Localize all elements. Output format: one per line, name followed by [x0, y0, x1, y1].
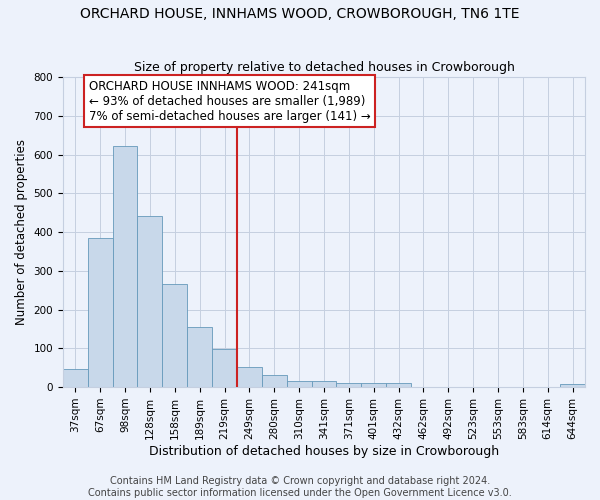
Bar [560, 384, 585, 387]
X-axis label: Distribution of detached houses by size in Crowborough: Distribution of detached houses by size … [149, 444, 499, 458]
Bar [88, 238, 113, 387]
Text: ORCHARD HOUSE, INNHAMS WOOD, CROWBOROUGH, TN6 1TE: ORCHARD HOUSE, INNHAMS WOOD, CROWBOROUGH… [80, 8, 520, 22]
Bar [212, 349, 237, 387]
Text: ORCHARD HOUSE INNHAMS WOOD: 241sqm
← 93% of detached houses are smaller (1,989)
: ORCHARD HOUSE INNHAMS WOOD: 241sqm ← 93%… [89, 80, 371, 123]
Bar [187, 327, 212, 387]
Bar [237, 367, 262, 387]
Bar [137, 216, 163, 387]
Bar [113, 146, 137, 387]
Title: Size of property relative to detached houses in Crowborough: Size of property relative to detached ho… [134, 62, 514, 74]
Bar [163, 284, 187, 387]
Bar [311, 381, 337, 387]
Bar [262, 376, 287, 387]
Text: Contains HM Land Registry data © Crown copyright and database right 2024.
Contai: Contains HM Land Registry data © Crown c… [88, 476, 512, 498]
Bar [361, 383, 386, 387]
Bar [63, 369, 88, 387]
Bar [337, 383, 361, 387]
Bar [287, 381, 311, 387]
Bar [386, 383, 411, 387]
Y-axis label: Number of detached properties: Number of detached properties [15, 139, 28, 325]
